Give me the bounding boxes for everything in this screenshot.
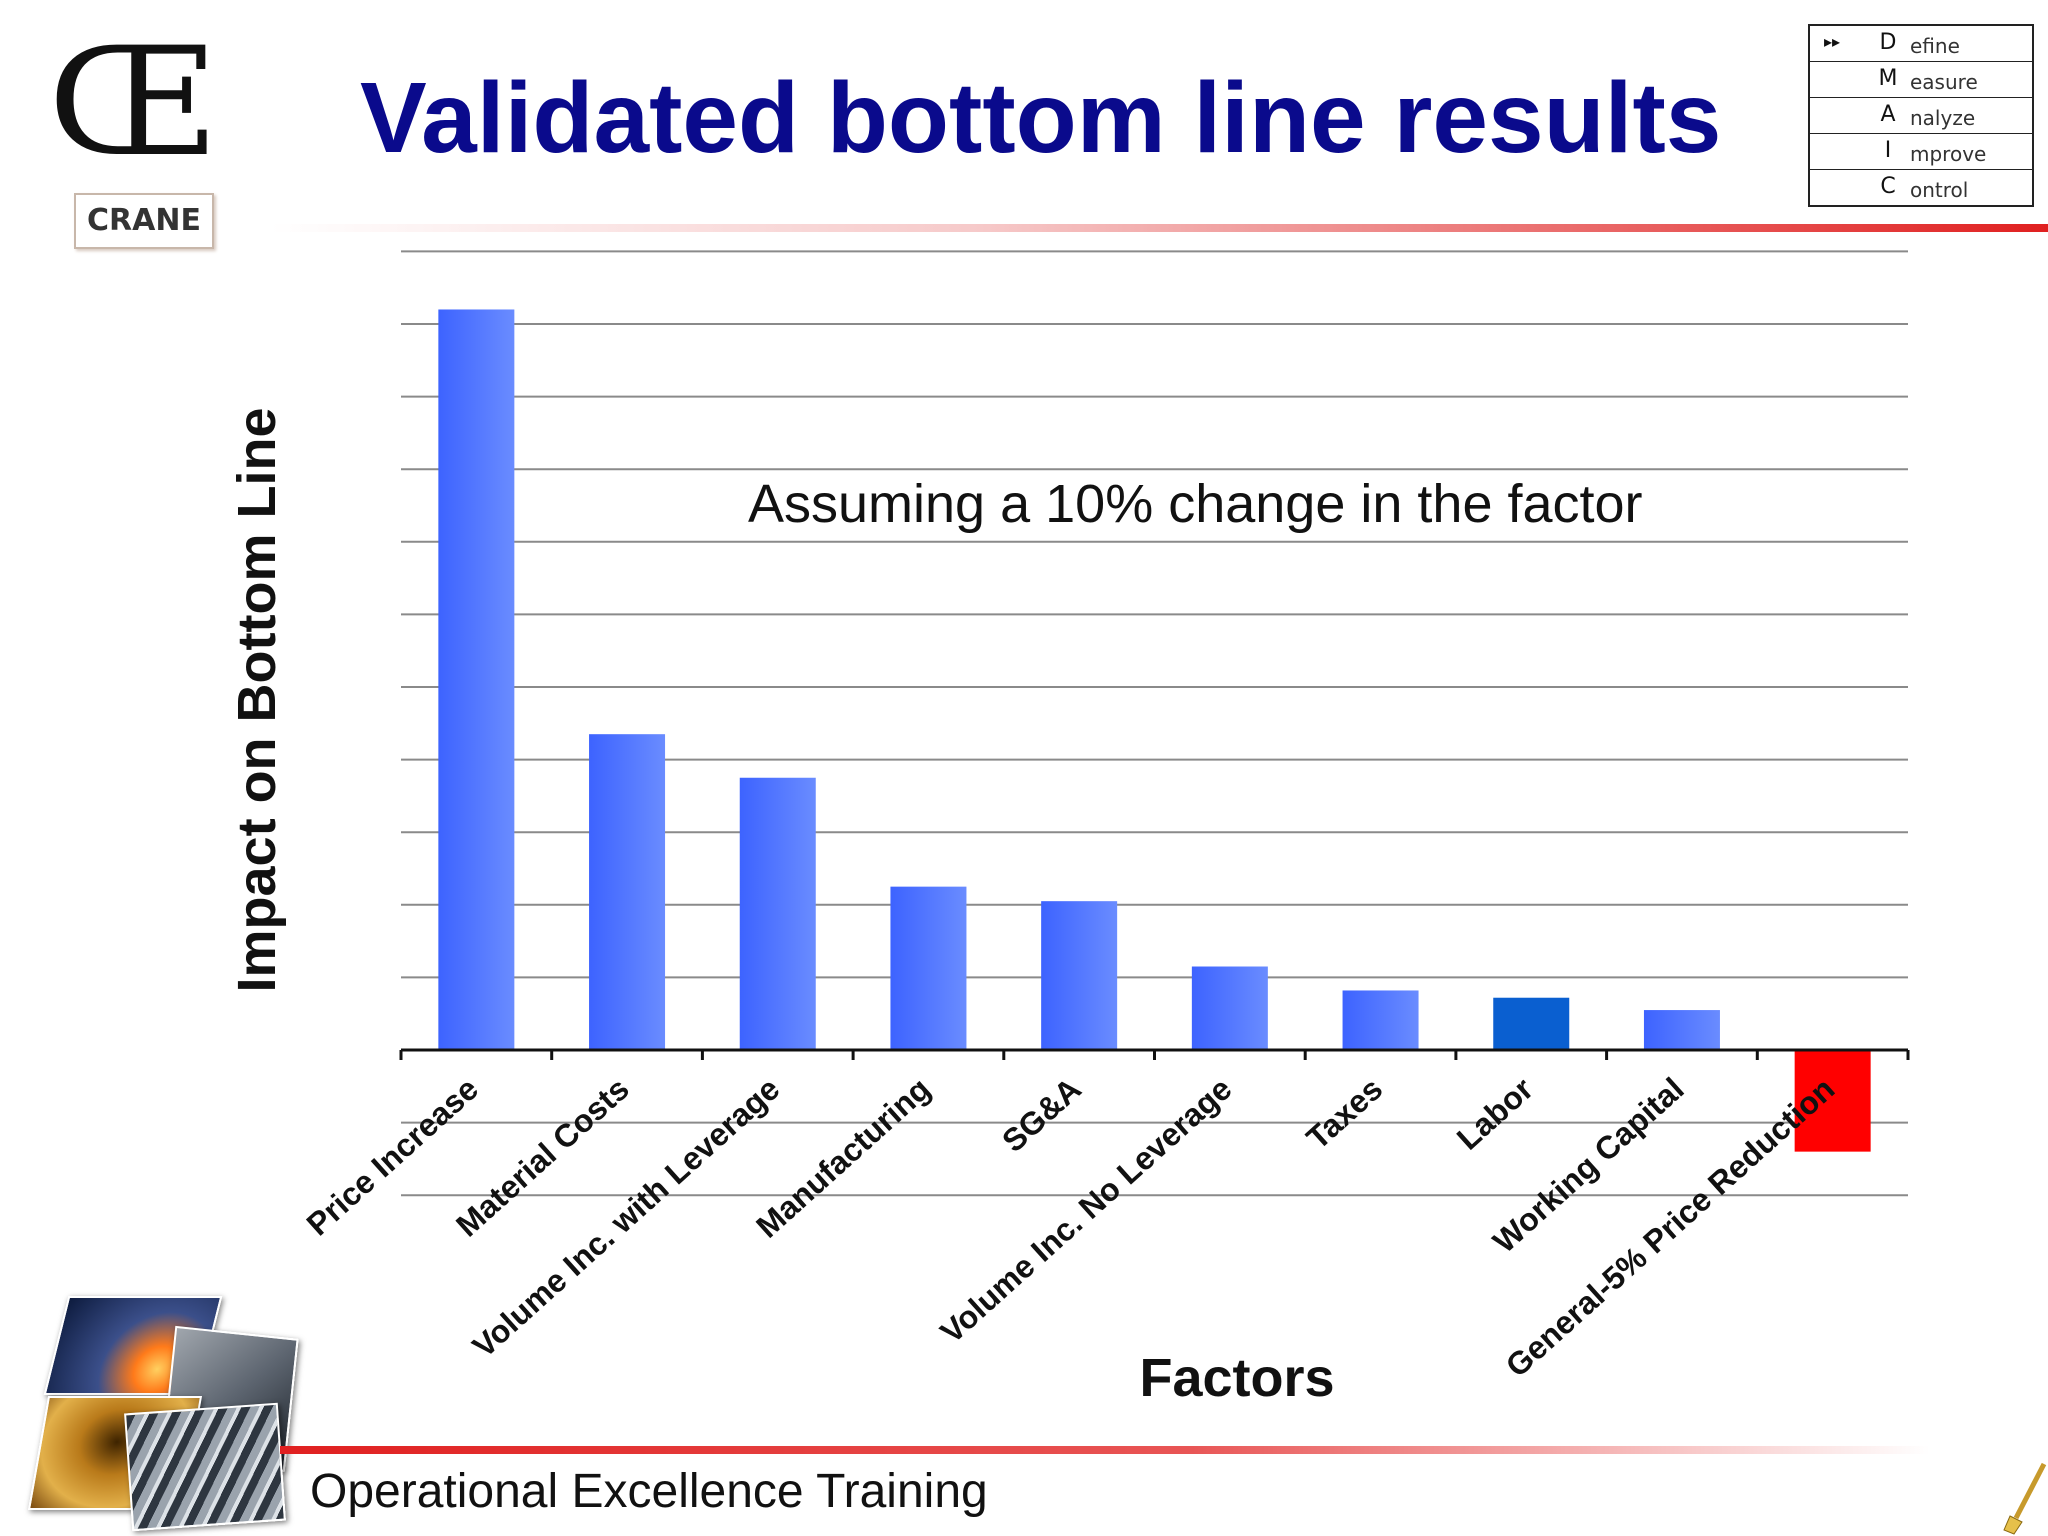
dmaic-word: ontrol [1910, 178, 1969, 202]
dmaic-letter: A [1880, 102, 1896, 127]
chart-annotation: Assuming a 10% change in the factor [748, 474, 1643, 534]
x-tick-label: Volume Inc. with Leverage [465, 1070, 786, 1364]
bar-6 [1191, 966, 1268, 1050]
photo-collage [27, 1296, 299, 1532]
dmaic-letter: I [1884, 138, 1892, 163]
bar-3 [739, 777, 816, 1050]
page-title: Validated bottom line results [360, 62, 1722, 174]
dmaic-letter: D [1879, 30, 1897, 55]
crane-logo: Œ CRANE [40, 16, 260, 249]
bar-7 [1342, 990, 1419, 1050]
dmaic-analyze: A nalyze [1810, 98, 2032, 134]
dmaic-word: efine [1910, 34, 1960, 58]
dmaic-letter: C [1880, 174, 1896, 199]
dmaic-letter: M [1878, 66, 1898, 91]
dmaic-word: easure [1910, 70, 1978, 94]
x-tick-label: General-5% Price Reduction [1499, 1070, 1842, 1384]
bar-2 [589, 734, 666, 1050]
x-axis-title: Factors [1139, 1348, 1334, 1408]
bar-10 [1794, 1050, 1871, 1152]
company-name: CRANE [74, 193, 214, 249]
bar-9 [1643, 1010, 1720, 1050]
footer-title: Operational Excellence Training [310, 1465, 988, 1518]
x-tick-label: Labor [1450, 1070, 1540, 1156]
dmaic-improve: I mprove [1810, 134, 2032, 170]
bar-1 [438, 309, 515, 1051]
dmaic-word: nalyze [1910, 106, 1976, 130]
current-phase-arrow-icon: ▸▸ [1824, 32, 1841, 51]
x-tick-label: SG&A [995, 1070, 1088, 1159]
bar-5 [1041, 901, 1118, 1050]
oe-logo-mark: Œ [48, 16, 219, 190]
x-tick-label: Taxes [1299, 1070, 1389, 1156]
dmaic-phase-box: ▸▸ D efine M easure A nalyze I mprove C … [1808, 24, 2034, 207]
footer-divider [280, 1446, 1930, 1454]
turbine-photo-tile [124, 1402, 286, 1532]
dmaic-measure: M easure [1810, 62, 2032, 98]
dmaic-control: C ontrol [1810, 170, 2032, 205]
pencil-icon [2003, 1462, 2047, 1535]
y-axis-title: Impact on Bottom Line [227, 408, 287, 993]
x-tick-label: Volume Inc. No Leverage [933, 1070, 1238, 1350]
bar-8 [1493, 997, 1570, 1050]
dmaic-word: mprove [1910, 142, 1987, 166]
bar-4 [890, 886, 967, 1050]
dmaic-define: ▸▸ D efine [1810, 26, 2032, 62]
title-divider [270, 224, 2048, 232]
